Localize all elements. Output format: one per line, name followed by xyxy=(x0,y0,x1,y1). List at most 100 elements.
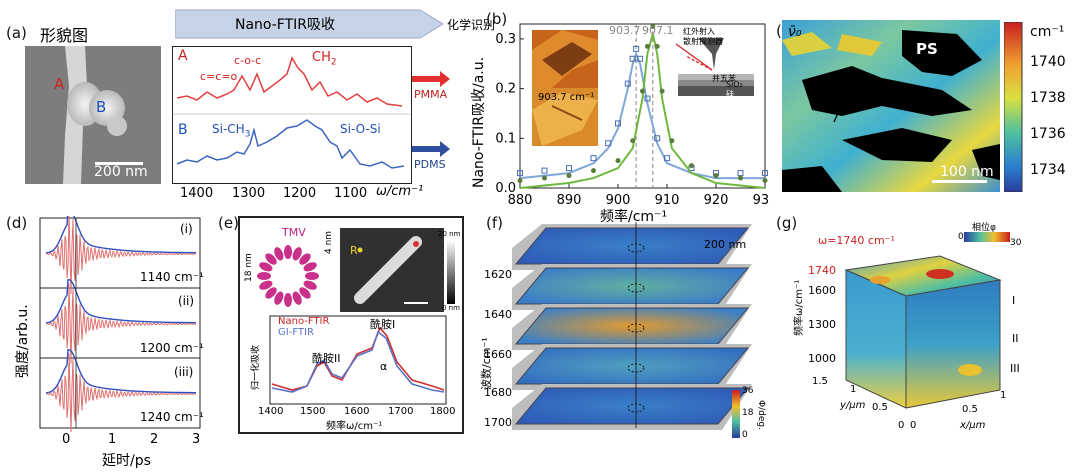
ylabel-f: 波数/cm⁻¹ xyxy=(480,337,493,390)
inset-label-b: 903.7 cm⁻¹ xyxy=(538,92,595,103)
tmv-subunit xyxy=(257,272,271,280)
colorbar-c xyxy=(1004,22,1023,192)
xtick-label-b: 900 xyxy=(606,193,631,208)
dim-18nm: 18 nm xyxy=(244,253,254,282)
spectral-slice xyxy=(514,387,750,425)
ylabel-e: 归一化吸收 xyxy=(251,344,261,390)
trace-envelope xyxy=(45,278,196,324)
hyperspectral-stack xyxy=(512,222,752,430)
nu0-label: ν̄₀ xyxy=(788,24,802,40)
trace-1-roman: (i) xyxy=(180,222,193,236)
x2tick-g-0: 0 xyxy=(910,420,917,431)
colorbar-g xyxy=(964,232,1010,242)
tmv-label: TMV xyxy=(282,226,306,239)
region-I: I xyxy=(1012,294,1016,307)
panel-g-label: (g) xyxy=(776,214,798,232)
ylabel-g: 频率ω/cm⁻¹ xyxy=(794,279,805,336)
scale-bar-f: 200 nm xyxy=(704,238,747,251)
tmv-subunit xyxy=(292,247,302,261)
xtick-label-b: 920 xyxy=(704,193,729,208)
tmv-subunit xyxy=(305,272,319,280)
cbar-f-0: 36 xyxy=(742,386,754,396)
ytick-label-b: 0.2 xyxy=(495,82,516,97)
trace-3-wn: 1240 cm⁻¹ xyxy=(140,410,204,424)
xlabel-e: 频率ω/cm⁻¹ xyxy=(326,421,383,432)
output-pmma: PMMA xyxy=(414,88,448,101)
data-point-b xyxy=(624,80,631,87)
xtick-e-1: 1500 xyxy=(300,406,326,417)
region-II: II xyxy=(1012,332,1019,345)
scale-bar-c: 100 nm xyxy=(940,164,994,180)
peak-label-ch2: CH2 xyxy=(312,50,337,68)
xtick-a-2: 1200 xyxy=(283,186,317,201)
data-point-b xyxy=(762,178,768,184)
data-point-b xyxy=(713,173,719,179)
y2tick-g-0: 1.5 xyxy=(812,376,828,387)
ytick-f-0: 1620 xyxy=(484,268,512,281)
data-point-b xyxy=(633,45,640,52)
tmv-subunit xyxy=(284,293,292,307)
cbar-f-2: 0 xyxy=(742,430,748,440)
phase-label: 相位φ xyxy=(972,223,996,233)
y2tick-g-3: 0 xyxy=(898,420,905,431)
xtick-e-2: 1600 xyxy=(344,406,370,417)
ylabel-b: Nano-FTIR吸收/a.u. xyxy=(471,56,487,188)
ytick-g-1: 1600 xyxy=(808,284,836,297)
banner-right-text: 化学识别 xyxy=(447,18,496,32)
trace-oscillation xyxy=(45,216,197,294)
marker-R: R xyxy=(350,244,358,257)
cbar-tick-c-0: 1740 xyxy=(1030,54,1066,70)
ytick-f-1: 1640 xyxy=(484,308,512,321)
xtick-d-1: 1 xyxy=(108,432,117,447)
y2tick-g-2: 0.5 xyxy=(872,402,888,413)
ylabel-d: 强度/arb.u. xyxy=(15,304,31,378)
data-point-b xyxy=(659,88,665,94)
tmv-subunit xyxy=(259,280,273,290)
row-a-tag: A xyxy=(178,48,188,64)
data-point-b xyxy=(630,138,636,144)
xtick-e-0: 1400 xyxy=(258,406,284,417)
ytick-g-2: 1300 xyxy=(808,318,836,331)
data-point-b xyxy=(517,170,523,177)
data-point-b xyxy=(615,158,621,164)
xlabel-a: ω/cm⁻¹ xyxy=(376,184,424,199)
banner-text: Nano-FTIR吸收 xyxy=(235,17,336,33)
region-III: III xyxy=(1010,362,1020,375)
afm-image xyxy=(340,228,444,312)
xtick-label-b: 880 xyxy=(508,193,533,208)
xtick-label-b: 890 xyxy=(557,193,582,208)
ytick-label-b: 0.3 xyxy=(495,32,516,47)
xtick-e-4: 1800 xyxy=(430,406,456,417)
ytick-label-b: 0.1 xyxy=(495,131,516,146)
spectra-plot-a xyxy=(172,56,410,169)
peak-label-siosi: Si-O-Si xyxy=(340,122,381,136)
data-point-b xyxy=(541,167,548,174)
data-point-b xyxy=(650,23,656,29)
data-point-b xyxy=(654,43,660,49)
chemical-map-c xyxy=(782,20,1000,192)
legend-nano-ftir: Nano-FTIR xyxy=(278,316,330,327)
xlabel-d: 延时/ps xyxy=(102,453,151,469)
tmv-subunit xyxy=(274,247,284,261)
banner-arrow xyxy=(175,9,444,39)
cbar-e-top: 20 nm xyxy=(438,230,461,238)
colorbar-f xyxy=(732,390,740,438)
amide-II-label: 酰胺II xyxy=(312,352,341,365)
data-point-b xyxy=(654,135,661,142)
legend-gi-ftir: GI-FTIR xyxy=(278,327,314,338)
xlab2-g: x/μm xyxy=(960,420,986,431)
spectra-box xyxy=(172,46,412,184)
schematic-l2: 散射探测器 xyxy=(683,37,723,46)
xtick-label-b: 910 xyxy=(655,193,680,208)
tmv-subunit xyxy=(259,262,273,272)
dim-4nm: 4 nm xyxy=(324,230,334,254)
tmv-core xyxy=(278,266,298,286)
phase-tick-1: 30 xyxy=(1010,238,1022,248)
trace-envelope xyxy=(45,216,196,254)
data-point-b xyxy=(644,95,651,102)
output-arrows xyxy=(412,71,450,157)
ytick-g-0: 1740 xyxy=(808,264,836,277)
ytick-label-b: 0.0 xyxy=(495,181,516,196)
cbar-tick-c-2: 1736 xyxy=(1030,126,1066,142)
spectrum-chart-b: 880 890 900 910 920 930 0.0 0.1 0.2 0.3 xyxy=(495,23,770,208)
